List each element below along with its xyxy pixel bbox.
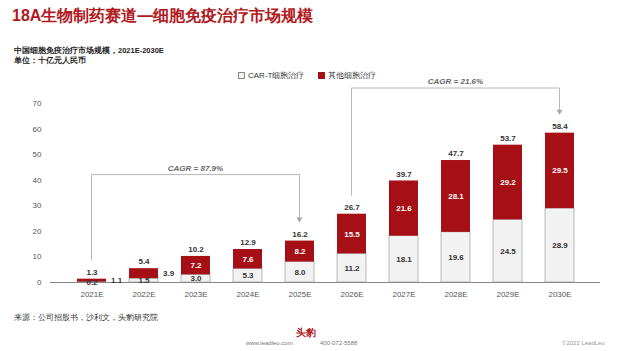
svg-text:2030E: 2030E bbox=[548, 290, 571, 299]
svg-text:53.7: 53.7 bbox=[500, 134, 516, 143]
html-text:单位：十亿元人民币: 单位：十亿元人民币 bbox=[14, 56, 86, 65]
svg-text:60: 60 bbox=[33, 125, 42, 134]
svg-text:2028E: 2028E bbox=[444, 290, 467, 299]
svg-text:10.2: 10.2 bbox=[188, 245, 204, 254]
svg-text:10: 10 bbox=[33, 252, 42, 261]
svg-text:30: 30 bbox=[33, 201, 42, 210]
html-text:其他细胞治疗: 其他细胞治疗 bbox=[328, 71, 377, 80]
svg-text:2027E: 2027E bbox=[392, 290, 415, 299]
svg-text:47.7: 47.7 bbox=[448, 149, 464, 158]
svg-text:5.3: 5.3 bbox=[242, 271, 254, 280]
svg-text:21.6: 21.6 bbox=[396, 204, 412, 213]
html-text:18A生物制药赛道—细胞免疫治疗市场规模: 18A生物制药赛道—细胞免疫治疗市场规模 bbox=[12, 7, 314, 24]
html-text:CAR-T细胞治疗: CAR-T细胞治疗 bbox=[248, 71, 305, 80]
svg-text:CAGR = 87.9%: CAGR = 87.9% bbox=[168, 164, 223, 173]
svg-text:70: 70 bbox=[33, 99, 42, 108]
svg-text:0: 0 bbox=[37, 278, 42, 287]
svg-text:24.5: 24.5 bbox=[500, 247, 516, 256]
svg-text:11.2: 11.2 bbox=[344, 264, 360, 273]
svg-text:20: 20 bbox=[33, 227, 42, 236]
svg-text:0.2: 0.2 bbox=[86, 278, 98, 287]
svg-text:2024E: 2024E bbox=[236, 290, 259, 299]
svg-text:19.6: 19.6 bbox=[448, 253, 464, 262]
svg-text:58.4: 58.4 bbox=[552, 122, 568, 131]
svg-text:5.4: 5.4 bbox=[138, 257, 150, 266]
html-text:400-072-5588: 400-072-5588 bbox=[320, 340, 358, 346]
svg-text:40: 40 bbox=[33, 176, 42, 185]
svg-text:28.1: 28.1 bbox=[448, 192, 464, 201]
svg-text:50: 50 bbox=[33, 150, 42, 159]
html-text:©2022 LeadLeo: ©2022 LeadLeo bbox=[562, 340, 605, 346]
svg-text:7.6: 7.6 bbox=[242, 255, 254, 264]
svg-text:16.2: 16.2 bbox=[292, 230, 308, 239]
svg-text:29.2: 29.2 bbox=[500, 178, 516, 187]
svg-text:2022E: 2022E bbox=[132, 290, 155, 299]
html-text:来源：公司招股书，沙利文，头豹研究院: 来源：公司招股书，沙利文，头豹研究院 bbox=[14, 313, 158, 322]
svg-text:3.9: 3.9 bbox=[163, 269, 175, 278]
html-text:www.leadleo.com: www.leadleo.com bbox=[246, 340, 293, 346]
svg-text:28.9: 28.9 bbox=[552, 241, 568, 250]
svg-text:3.0: 3.0 bbox=[190, 274, 202, 283]
svg-text:8.2: 8.2 bbox=[294, 247, 306, 256]
svg-text:7.2: 7.2 bbox=[190, 261, 202, 270]
html-text:头豹: 头豹 bbox=[296, 327, 316, 338]
svg-text:CAGR = 21.6%: CAGR = 21.6% bbox=[428, 77, 483, 86]
svg-text:39.7: 39.7 bbox=[396, 170, 412, 179]
svg-text:1.3: 1.3 bbox=[86, 268, 98, 277]
svg-text:18.1: 18.1 bbox=[396, 255, 412, 264]
svg-text:2029E: 2029E bbox=[496, 290, 519, 299]
html-text:中国细胞免疫治疗市场规模，2021E-2030E: 中国细胞免疫治疗市场规模，2021E-2030E bbox=[14, 46, 164, 55]
svg-text:26.7: 26.7 bbox=[344, 203, 360, 212]
svg-text:2021E: 2021E bbox=[80, 290, 103, 299]
svg-text:29.5: 29.5 bbox=[552, 166, 568, 175]
svg-text:2023E: 2023E bbox=[184, 290, 207, 299]
svg-text:12.9: 12.9 bbox=[240, 238, 256, 247]
svg-text:2026E: 2026E bbox=[340, 290, 363, 299]
svg-text:2025E: 2025E bbox=[288, 290, 311, 299]
svg-text:1.1: 1.1 bbox=[111, 276, 123, 285]
svg-text:15.5: 15.5 bbox=[344, 230, 360, 239]
svg-text:8.0: 8.0 bbox=[294, 268, 306, 277]
svg-text:1.5: 1.5 bbox=[138, 276, 150, 285]
